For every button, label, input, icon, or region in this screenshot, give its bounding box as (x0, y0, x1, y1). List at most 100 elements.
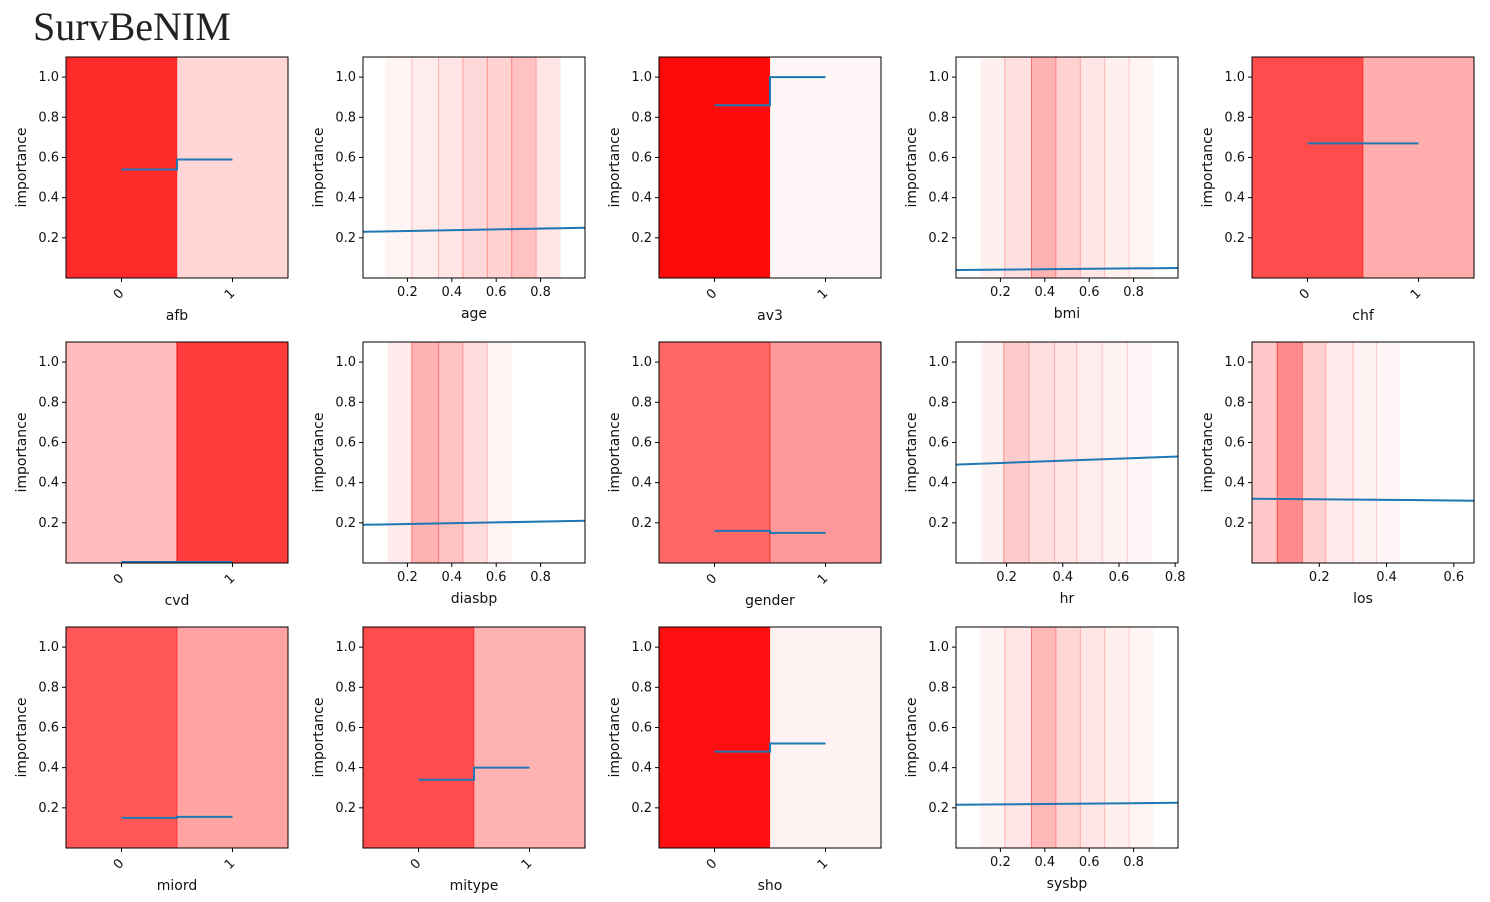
los-ytick-label-1: 0.4 (1224, 476, 1245, 491)
av3-importance-line (714, 76, 826, 107)
sysbp-ylabel: importance (904, 698, 920, 778)
hr-ylabel: importance (904, 413, 920, 493)
los-xtick-label-0: 0.2 (1309, 570, 1330, 585)
sho-axes-frame (658, 626, 882, 849)
diasbp-band-1 (411, 342, 439, 563)
bmi-ytick-label-0: 0.2 (928, 231, 949, 246)
los-ylabel: importance (1200, 413, 1216, 493)
bmi-ylabel: importance (904, 128, 920, 208)
gender-ylabel: importance (607, 413, 623, 493)
diasbp-axes-frame (362, 341, 586, 564)
afb-importance-line (121, 158, 233, 171)
afb-ytick-label-2: 0.6 (38, 150, 59, 165)
chf-band-1 (1363, 57, 1474, 278)
sysbp-ytick-label-3: 0.8 (928, 680, 949, 695)
av3-ytick-label-2: 0.6 (631, 150, 652, 165)
los-importance-line (1251, 497, 1475, 502)
los-xtick-label-1: 0.4 (1376, 570, 1397, 585)
hr-ytick-label-3: 0.8 (928, 395, 949, 410)
sysbp-ytick-label-0: 0.2 (928, 801, 949, 816)
sysbp-ytick-label-2: 0.6 (928, 720, 949, 735)
cvd-band-1 (177, 342, 288, 563)
gender-band-0 (659, 342, 770, 563)
age-axes-frame (362, 56, 586, 279)
diasbp-xtick-label-0: 0.2 (397, 570, 418, 585)
gender-band-1 (770, 342, 881, 563)
sho-xlabel: sho (758, 878, 783, 894)
age-ylabel: importance (311, 128, 327, 208)
av3-ytick-label-4: 1.0 (631, 70, 652, 85)
mitype-importance-line (418, 766, 530, 781)
sho-ytick-label-0: 0.2 (631, 801, 652, 816)
miord-ytick-label-0: 0.2 (38, 801, 59, 816)
diasbp-xtick-label-2: 0.6 (486, 570, 507, 585)
hr-band-6 (1127, 342, 1152, 563)
sysbp-ytick-label-4: 1.0 (928, 640, 949, 655)
bmi-ytick-label-4: 1.0 (928, 70, 949, 85)
age-band-6 (536, 57, 561, 278)
miord-axes-frame (65, 626, 289, 849)
mitype-xtick-label-0: 0 (408, 856, 424, 872)
subplot-gender: 0.2 0.4 0.6 0.8 1.0 0 1 gender importance (607, 341, 882, 609)
miord-ytick-label-1: 0.4 (38, 761, 59, 776)
sho-xtick-label-1: 1 (815, 856, 831, 872)
gender-axes-frame (658, 341, 882, 564)
sho-ytick-label-1: 0.4 (631, 761, 652, 776)
av3-xtick-label-0: 0 (704, 286, 720, 302)
hr-band-3 (1054, 342, 1077, 563)
cvd-axes-frame (65, 341, 289, 564)
hr-xtick-label-3: 0.8 (1165, 570, 1186, 585)
sho-ytick-label-4: 1.0 (631, 640, 652, 655)
bmi-band-4 (1080, 57, 1105, 278)
sysbp-xtick-label-2: 0.6 (1079, 855, 1100, 870)
mitype-xtick-label-1: 1 (519, 856, 535, 872)
cvd-ytick-label-3: 0.8 (38, 395, 59, 410)
age-band-2 (438, 57, 463, 278)
chf-ylabel: importance (1200, 128, 1216, 208)
hr-band-0 (981, 342, 1004, 563)
av3-ytick-label-0: 0.2 (631, 231, 652, 246)
age-xtick-label-3: 0.8 (530, 285, 551, 300)
subplot-diasbp: 0.2 0.4 0.6 0.8 1.0 0.2 0.4 0.6 0.8 diasbp importa… (311, 341, 586, 607)
av3-ytick-label-1: 0.4 (631, 191, 652, 206)
chf-xlabel: chf (1352, 308, 1375, 324)
diasbp-ytick-label-1: 0.4 (335, 476, 356, 491)
hr-band-5 (1102, 342, 1128, 563)
subplot-afb: 0.2 0.4 0.6 0.8 1.0 0 1 afb importance (14, 56, 289, 324)
gender-ytick-label-1: 0.4 (631, 476, 652, 491)
av3-ylabel: importance (607, 128, 623, 208)
cvd-ylabel: importance (14, 413, 30, 493)
sysbp-xtick-label-1: 0.4 (1034, 855, 1055, 870)
age-xtick-label-2: 0.6 (486, 285, 507, 300)
diasbp-importance-line (362, 519, 586, 526)
diasbp-ylabel: importance (311, 413, 327, 493)
chf-ytick-label-4: 1.0 (1224, 70, 1245, 85)
age-band-1 (411, 57, 439, 278)
subplot-sysbp: 0.2 0.4 0.6 0.8 1.0 0.2 0.4 0.6 0.8 sysbp importan… (904, 626, 1179, 892)
diasbp-band-4 (487, 342, 512, 563)
chf-xtick-label-0: 0 (1297, 286, 1313, 302)
hr-band-2 (1029, 342, 1055, 563)
sho-xtick-label-0: 0 (704, 856, 720, 872)
bmi-xlabel: bmi (1054, 306, 1080, 322)
afb-xlabel: afb (166, 308, 189, 324)
los-band-4 (1352, 342, 1377, 563)
age-ytick-label-4: 1.0 (335, 70, 356, 85)
los-band-2 (1302, 342, 1326, 563)
los-ytick-label-3: 0.8 (1224, 395, 1245, 410)
hr-band-1 (1003, 342, 1030, 563)
av3-axes-frame (658, 56, 882, 279)
los-xlabel: los (1353, 591, 1373, 607)
age-xtick-label-1: 0.4 (441, 285, 462, 300)
bmi-ytick-label-2: 0.6 (928, 150, 949, 165)
sysbp-importance-line (955, 801, 1179, 806)
afb-ytick-label-1: 0.4 (38, 191, 59, 206)
gender-ytick-label-4: 1.0 (631, 355, 652, 370)
gender-xlabel: gender (745, 593, 795, 609)
miord-ylabel: importance (14, 698, 30, 778)
gender-importance-line (714, 529, 826, 534)
gender-ytick-label-3: 0.8 (631, 395, 652, 410)
bmi-importance-line (955, 267, 1179, 271)
hr-importance-line (955, 455, 1179, 466)
miord-band-1 (177, 627, 288, 848)
